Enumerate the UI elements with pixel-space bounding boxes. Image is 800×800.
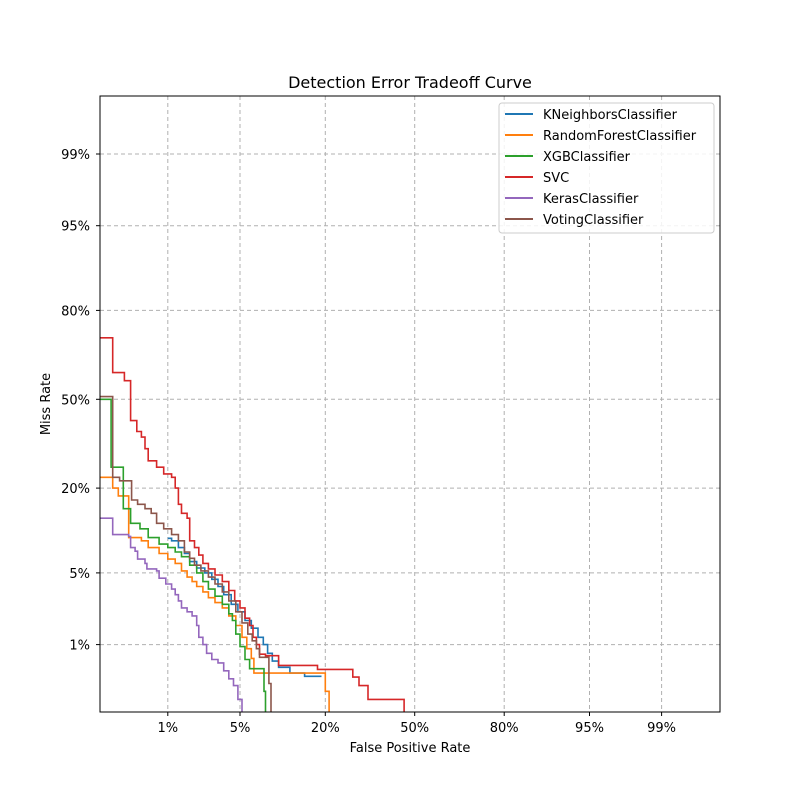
x-tick-label: 1% [157, 721, 178, 736]
legend-label-svc: SVC [543, 171, 569, 186]
legend-label-xgbclassifier: XGBClassifier [543, 150, 631, 165]
series-line-kneighborsclassifier [167, 537, 322, 678]
chart-title: Detection Error Tradeoff Curve [288, 73, 532, 92]
series-line-votingclassifier [100, 395, 272, 712]
x-tick-label: 20% [311, 721, 340, 736]
legend-label-kerasclassifier: KerasClassifier [543, 192, 639, 207]
y-tick-label: 1% [69, 639, 90, 654]
legend-label-kneighborsclassifier: KNeighborsClassifier [543, 108, 678, 123]
legend-label-votingclassifier: VotingClassifier [543, 213, 644, 228]
y-tick-label: 99% [61, 148, 90, 163]
x-tick-label: 50% [400, 721, 429, 736]
ticks: 1% 5% 20% 50% 80% 95% 99% 1% 5% 20% 50% 80% 95% 99% [61, 148, 676, 736]
series-layer [100, 337, 405, 712]
y-tick-label: 20% [61, 482, 90, 497]
grid [100, 96, 720, 712]
series-line-randomforestclassifier [100, 476, 330, 712]
plot-frame [99, 95, 721, 713]
y-tick-label: 95% [61, 220, 90, 235]
y-tick-label: 5% [69, 567, 90, 582]
y-tick-label: 50% [61, 393, 90, 408]
x-tick-label: 99% [647, 721, 676, 736]
series-line-kerasclassifier [100, 517, 243, 712]
legend: KNeighborsClassifier RandomForestClassifi… [498, 102, 715, 234]
series-line-xgbclassifier [100, 398, 267, 712]
series-line-svc [100, 337, 405, 712]
x-tick-label: 80% [490, 721, 519, 736]
y-axis-title: Miss Rate [39, 373, 54, 435]
x-axis-title: False Positive Rate [350, 741, 471, 756]
x-tick-label: 5% [230, 721, 251, 736]
legend-label-randomforestclassifier: RandomForestClassifier [543, 129, 697, 144]
legend-box [498, 102, 715, 234]
y-tick-label: 80% [61, 304, 90, 319]
x-tick-label: 95% [575, 721, 604, 736]
